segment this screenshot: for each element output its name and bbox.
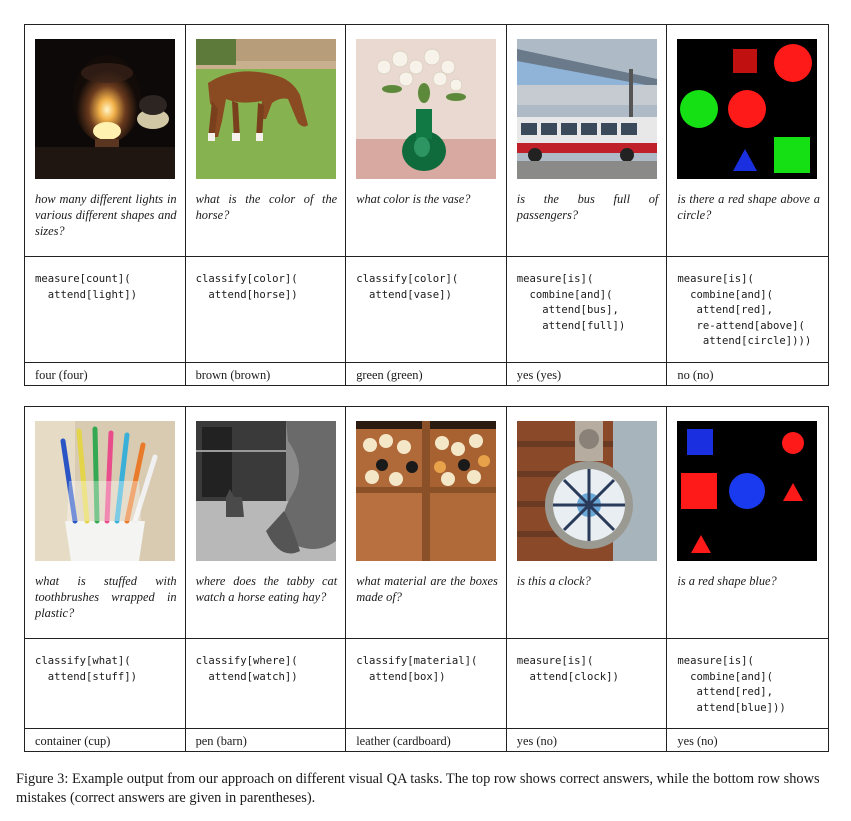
- question-text: is a red shape blue?: [677, 574, 777, 588]
- program-code: measure[count]( attend[light]): [35, 273, 138, 301]
- example-column: what material are the boxes made of? cla…: [346, 407, 507, 751]
- program-code: classify[material]( attend[box]): [356, 655, 478, 683]
- row-divider: [25, 362, 828, 363]
- answer-text: no (no): [677, 368, 714, 382]
- example-column: where does the tabby cat watch a horse e…: [186, 407, 347, 751]
- row-divider: [25, 638, 828, 639]
- cat-horse-photo: [195, 421, 336, 561]
- question-text: what material are the boxes made of?: [356, 574, 498, 604]
- figure-label: Figure 3:: [16, 771, 69, 787]
- bottom-row-panel: what is stuffed with toothbrushes wrappe…: [24, 406, 829, 752]
- program-code: measure[is]( combine[and]( attend[red], …: [677, 655, 786, 714]
- answer-text: green (green): [356, 368, 423, 382]
- example-column: what is the color of the horse? classify…: [186, 25, 347, 385]
- example-column: what is stuffed with toothbrushes wrappe…: [25, 407, 186, 751]
- example-column: is there a red shape above a circle? mea…: [667, 25, 828, 385]
- program-code: classify[color]( attend[horse]): [195, 273, 298, 301]
- top-row-panel: how many different lights in various dif…: [24, 24, 829, 386]
- toothbrushes-photo: [35, 421, 175, 561]
- example-column: how many different lights in various dif…: [25, 25, 186, 385]
- answer-text: yes (yes): [516, 368, 562, 382]
- question-text: what is stuffed with toothbrushes wrappe…: [35, 574, 177, 620]
- answer-text: yes (no): [677, 734, 718, 748]
- vase-photo: [356, 39, 497, 179]
- example-column: is the bus full of passengers? measure[i…: [507, 25, 668, 385]
- example-column: what color is the vase? classify[color](…: [346, 25, 507, 385]
- figure-caption: Figure 3: Example output from our approa…: [16, 770, 840, 808]
- chicks-boxes-photo: [356, 421, 497, 561]
- bus-photo: [516, 39, 657, 179]
- question-text: what is the color of the horse?: [195, 192, 338, 222]
- program-code: measure[is]( attend[clock]): [516, 655, 619, 683]
- program-code: measure[is]( combine[and]( attend[red], …: [677, 273, 812, 348]
- row-divider: [25, 728, 828, 729]
- shapes-image: [677, 39, 818, 179]
- program-code: classify[color]( attend[vase]): [356, 273, 459, 301]
- example-column: is this a clock? measure[is]( attend[clo…: [507, 407, 668, 751]
- question-text: is there a red shape above a circle?: [677, 192, 820, 222]
- lamp-photo: [35, 39, 175, 179]
- program-code: measure[is]( combine[and]( attend[bus], …: [516, 273, 626, 332]
- program-code: classify[where]( attend[watch]): [195, 655, 298, 683]
- answer-text: brown (brown): [195, 368, 271, 382]
- horse-photo: [195, 39, 336, 179]
- row-divider: [25, 256, 828, 257]
- answer-text: yes (no): [516, 734, 558, 748]
- shapes-image: [677, 421, 818, 561]
- answer-text: container (cup): [35, 734, 111, 748]
- program-code: classify[what]( attend[stuff]): [35, 655, 138, 683]
- question-text: what color is the vase?: [356, 192, 471, 206]
- clock-photo: [516, 421, 657, 561]
- answer-text: leather (cardboard): [356, 734, 451, 748]
- question-text: is this a clock?: [516, 574, 591, 588]
- question-text: is the bus full of passengers?: [516, 192, 659, 222]
- example-column: is a red shape blue? measure[is]( combin…: [667, 407, 828, 751]
- answer-text: four (four): [35, 368, 88, 382]
- answer-text: pen (barn): [195, 734, 247, 748]
- question-text: how many different lights in various dif…: [35, 192, 177, 238]
- caption-text: Example output from our approach on diff…: [16, 771, 820, 806]
- question-text: where does the tabby cat watch a horse e…: [195, 574, 338, 604]
